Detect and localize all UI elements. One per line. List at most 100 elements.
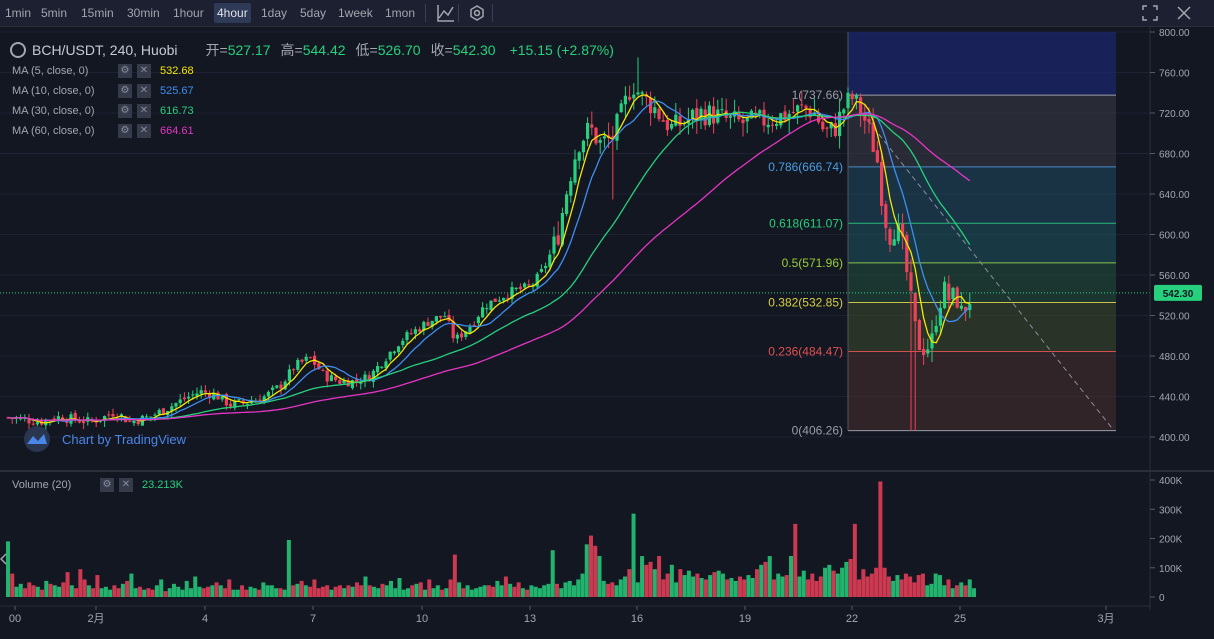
candle-body [628,96,632,100]
candle-body [489,300,493,311]
scroll-left-icon[interactable] [0,553,7,565]
volume-bar [844,561,849,597]
timeframe-1mon[interactable]: 1mon [385,6,416,20]
candle-body [846,92,850,109]
volume-bar [716,570,721,597]
candle-body [514,287,518,290]
timeframe-5day[interactable]: 5day [300,6,327,20]
volume-bar [125,580,130,597]
volume-bar [133,588,138,597]
timeframe-1day[interactable]: 1day [261,6,288,20]
candle-body [867,119,871,123]
volume-bar [559,588,564,597]
indicator-remove-icon[interactable]: ✕ [137,84,151,98]
volume-bar [903,573,908,597]
tradingview-logo-icon [24,426,50,452]
candle-body [342,380,346,384]
timeframe-4hour[interactable]: 4hour [214,3,251,23]
volume-bar [516,582,521,597]
candle-body [464,331,468,337]
volume-bar [346,585,351,597]
candle-body [380,366,384,368]
candle-body [632,94,636,99]
candle-body [262,396,266,403]
candle-body [506,297,510,299]
candle-body [590,124,594,128]
volume-settings-icon[interactable]: ⚙ [100,478,114,492]
candle-body [817,112,821,123]
volume-bar [806,579,811,597]
indicator-remove-icon[interactable]: ✕ [137,124,151,138]
time-tick-label: 13 [524,613,536,625]
timeframe-1min[interactable]: 1min [5,6,32,20]
settings-icon[interactable] [467,3,487,23]
candle-body [413,329,417,334]
indicator-settings-icon[interactable]: ⚙ [118,104,132,118]
volume-bar [908,576,913,597]
candle-body [737,112,741,120]
volume-bar [865,576,870,597]
indicator-settings-icon[interactable]: ⚙ [118,84,132,98]
candle-body [922,348,926,356]
candle-body [103,416,107,421]
volume-bar [278,588,283,597]
volume-bar [397,577,402,597]
indicator-value: 616.73 [160,105,194,117]
volume-bar [814,580,819,597]
volume-bar [406,588,411,597]
volume-bar [448,579,453,597]
volume-bar [469,589,474,597]
volume-bar [316,588,321,597]
candle-body [485,308,489,310]
volume-tick-label: 100K [1159,564,1183,575]
volume-bar [937,575,942,597]
volume-bar [218,585,223,597]
candle-body [174,403,178,407]
volume-bar [286,539,291,597]
volume-bar [554,583,559,597]
timeframe-1hour[interactable]: 1hour [173,6,204,20]
candle-body [934,325,938,333]
candle-body [422,321,426,331]
candle-body [388,351,392,360]
volume-bar [486,585,491,597]
indicator-settings-icon[interactable]: ⚙ [118,64,132,78]
candle-body [539,269,543,272]
fullscreen-icon[interactable] [1140,3,1160,23]
close-icon[interactable] [1174,3,1194,23]
volume-bar [533,586,538,597]
indicator-settings-icon[interactable]: ⚙ [118,124,132,138]
volume-bar [363,576,368,597]
volume-bar [388,580,393,597]
volume-bar [644,564,649,597]
indicator-value: 525.67 [160,85,194,97]
indicator-remove-icon[interactable]: ✕ [137,64,151,78]
timeframe-30min[interactable]: 30min [127,6,160,20]
volume-remove-icon[interactable]: ✕ [119,478,133,492]
candle-body [355,379,359,382]
legend: BCH/USDT, 240, Huobi 开= 527.17 高= 544.42 低= 52… [10,40,614,138]
volume-bar [180,589,185,597]
candle-body [653,107,657,114]
volume-bar [193,576,198,597]
timeframe-1week[interactable]: 1week [338,6,373,20]
candle-body [808,108,812,118]
candle-body [523,283,527,288]
fib-level-label: 0.236(484.47) [768,344,843,358]
volume-bar [661,579,666,597]
price-tick-label: 400.00 [1159,433,1190,444]
volume-bar [329,589,334,597]
indicator-remove-icon[interactable]: ✕ [137,104,151,118]
volume-bar [257,589,262,597]
volume-bar [206,586,211,597]
timeframe-15min[interactable]: 15min [81,6,114,20]
candle-body [161,408,165,415]
candle-body [619,103,623,113]
chart-style-icon[interactable] [436,3,456,23]
candle-body [510,287,514,300]
price-tick-label: 520.00 [1159,312,1190,323]
timeframe-5min[interactable]: 5min [41,6,68,20]
volume-bar [920,573,925,597]
candle-body [329,375,333,382]
